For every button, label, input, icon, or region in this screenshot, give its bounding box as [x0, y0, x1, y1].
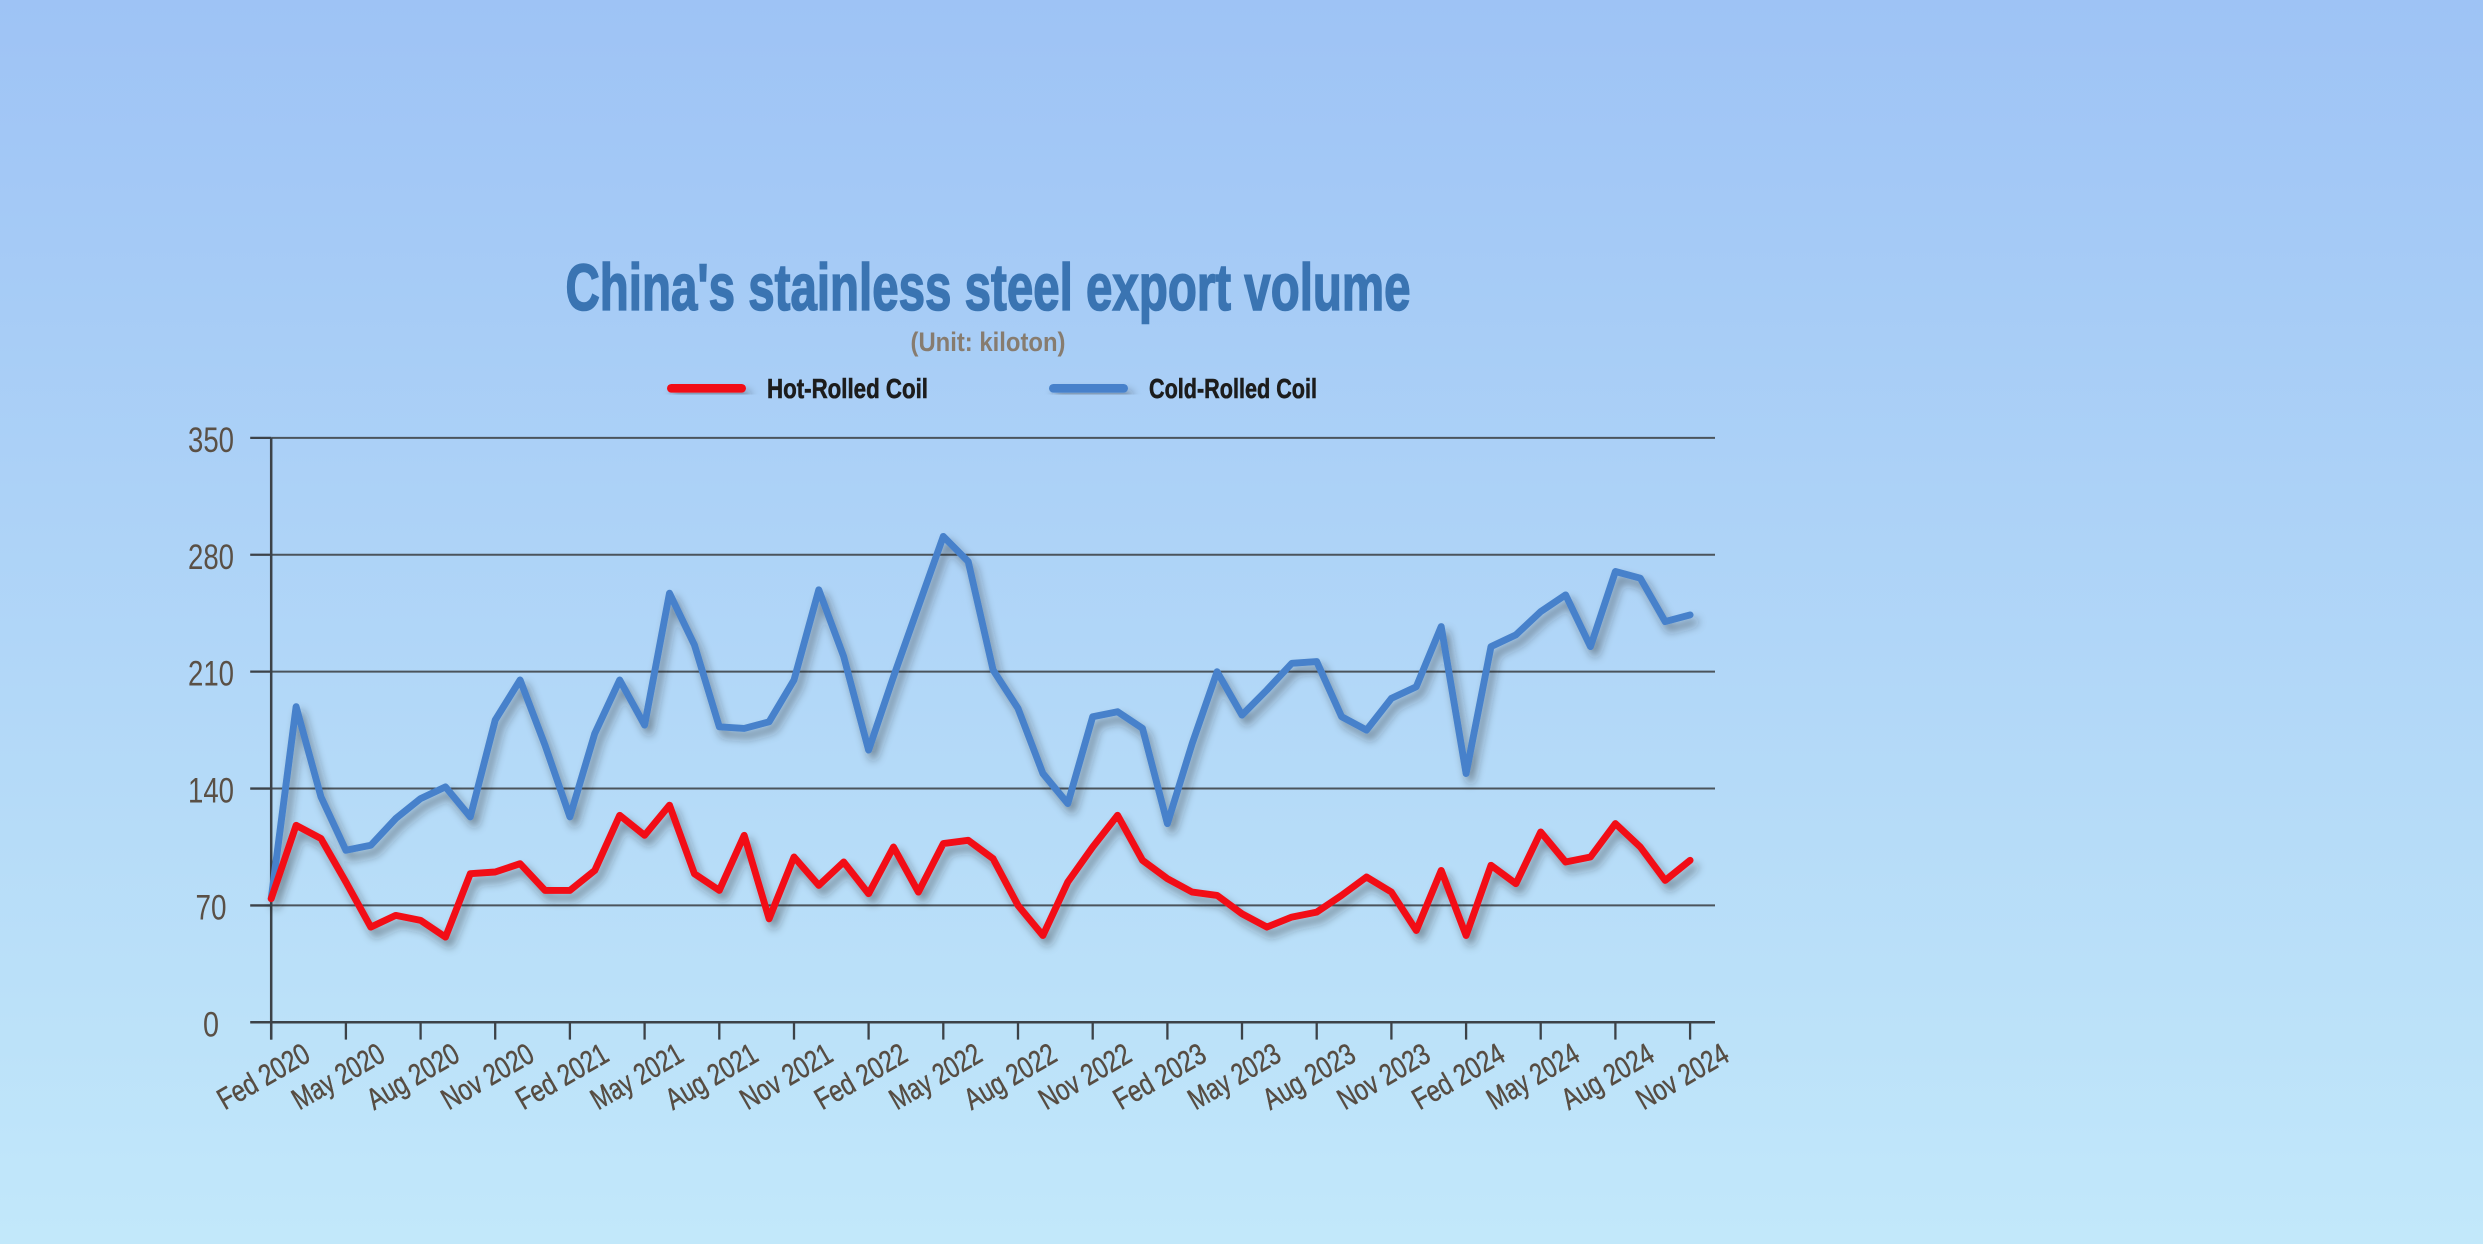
svg-text:210: 210 — [188, 655, 234, 694]
svg-text:0: 0 — [203, 1005, 219, 1044]
svg-text:140: 140 — [188, 772, 234, 811]
svg-text:70: 70 — [196, 888, 227, 927]
svg-text:350: 350 — [188, 421, 234, 460]
svg-text:China's stainless steel export: China's stainless steel export volume — [566, 250, 1411, 324]
svg-text:Cold-Rolled Coil: Cold-Rolled Coil — [1149, 373, 1317, 404]
svg-text:280: 280 — [188, 538, 234, 577]
svg-text:(Unit: kiloton): (Unit: kiloton) — [911, 327, 1066, 357]
svg-text:Hot-Rolled Coil: Hot-Rolled Coil — [767, 373, 928, 404]
